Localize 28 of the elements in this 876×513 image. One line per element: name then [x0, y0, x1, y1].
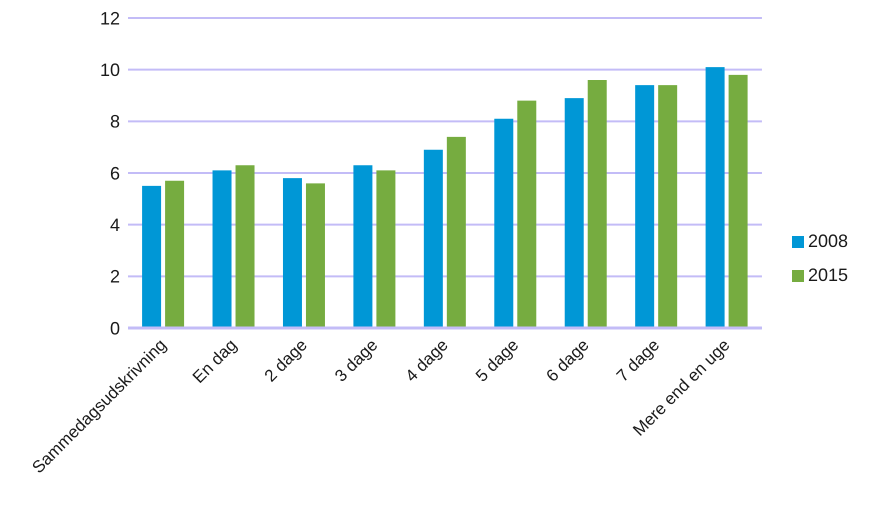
bar: [588, 80, 607, 328]
bar: [424, 150, 443, 328]
bar: [142, 186, 162, 328]
bar: [517, 100, 536, 328]
bar: [376, 170, 396, 328]
y-tick-label: 0: [110, 318, 120, 338]
bar: [306, 183, 325, 328]
bar: [212, 170, 232, 328]
y-tick-label: 10: [100, 60, 120, 80]
bar: [236, 165, 255, 328]
x-tick-label: En dag: [188, 335, 240, 387]
y-tick-label: 6: [110, 163, 120, 184]
y-tick-label: 4: [110, 215, 120, 236]
bar: [564, 98, 584, 328]
bar: [635, 85, 654, 328]
bar: [446, 136, 466, 328]
bar: [658, 85, 678, 328]
bar: [706, 67, 725, 328]
y-tick-label: 2: [110, 266, 120, 287]
legend-label: 2015: [808, 265, 848, 285]
bar: [494, 118, 514, 328]
y-tick-label: 12: [100, 8, 120, 28]
legend-label: 2008: [808, 231, 848, 251]
bar: [353, 165, 372, 328]
bar: [728, 74, 748, 328]
y-tick-label: 8: [110, 112, 120, 132]
bar: [282, 178, 302, 328]
bar: [165, 180, 184, 328]
